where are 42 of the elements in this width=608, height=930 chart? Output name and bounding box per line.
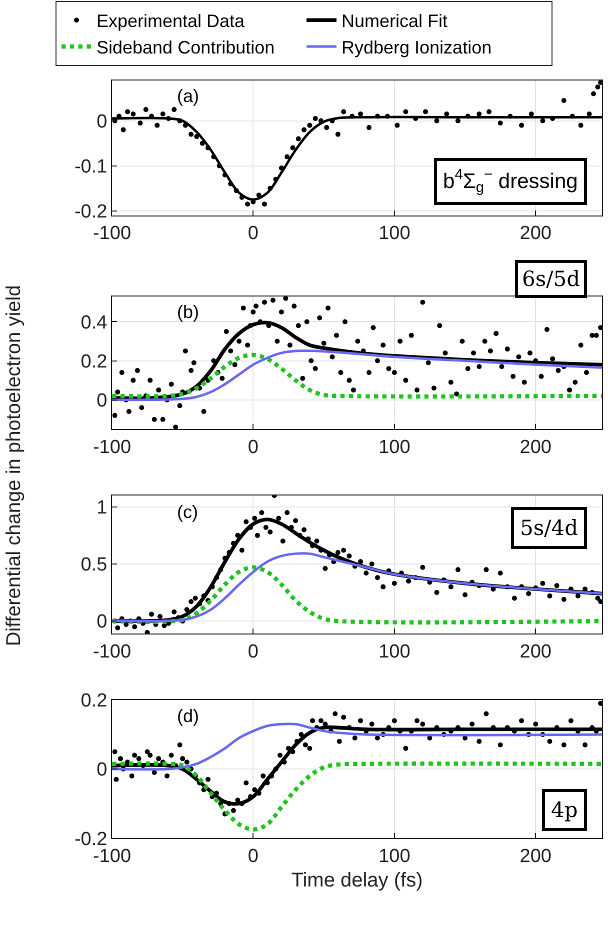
x-tick-label: -100 (92, 223, 132, 244)
y-tick-label: -0.2 (74, 201, 108, 222)
x-tick-label: 200 (520, 846, 552, 867)
y-tick-label: 0 (96, 111, 108, 132)
annotation: 4p (551, 798, 578, 822)
y-tick-label: 0 (96, 760, 108, 781)
x-tick-label: 0 (248, 436, 258, 458)
y-tick-label: 0.5 (80, 554, 108, 576)
y-tick-label: 0 (96, 612, 108, 633)
x-tick-label: 0 (248, 846, 258, 867)
x-tick-label: 100 (378, 223, 410, 244)
x-tick-label: 0 (248, 641, 258, 662)
annotation: 5s/4d (520, 516, 578, 540)
legend-label: Rydberg Ionization (342, 38, 492, 58)
line-series (112, 761, 602, 832)
x-tick-label: 100 (378, 846, 410, 867)
x-tick-label: -100 (92, 436, 132, 458)
text: 6s/5d (522, 267, 580, 291)
legend-label: Sideband Contribution (96, 38, 275, 58)
legend-label: Experimental Data (96, 11, 246, 32)
x-tick-label: 100 (378, 436, 410, 458)
y-tick-label: 0.2 (80, 690, 108, 712)
annotation: (a) (177, 86, 199, 106)
legend-label: Numerical Fit (342, 11, 448, 32)
x-tick-label: 200 (520, 223, 552, 244)
y-tick-label: 1 (96, 498, 108, 519)
x-axis-title: Time delay (fs) (291, 869, 423, 892)
x-tick-label: 200 (520, 436, 552, 458)
annotation: b$^{4}$Σ$_{g}$$^{−}$ dressing (443, 167, 578, 196)
y-tick-label: -0.1 (74, 156, 108, 178)
annotation: (d) (177, 706, 199, 726)
x-tick-label: 100 (378, 641, 410, 662)
x-tick-label: 200 (520, 641, 552, 662)
x-tick-label: 0 (248, 223, 258, 244)
y-tick-label: 0.4 (80, 312, 108, 334)
y-tick-label: 0.2 (80, 351, 108, 372)
annotation: (b) (177, 302, 199, 322)
y-tick-label: 0 (96, 390, 108, 412)
x-tick-label: -100 (92, 641, 132, 662)
line-series (112, 552, 602, 622)
annotation: (c) (177, 502, 198, 522)
y-axis-title: Differential change in photoelectron yield (2, 285, 25, 646)
